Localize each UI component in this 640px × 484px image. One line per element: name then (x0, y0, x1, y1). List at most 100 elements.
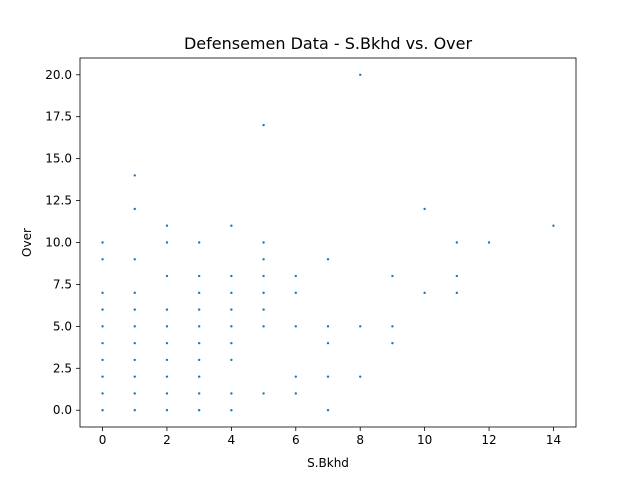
data-point (165, 224, 169, 227)
data-point (230, 224, 233, 227)
data-point (165, 392, 169, 395)
data-point (133, 358, 136, 362)
data-point (359, 375, 362, 378)
chart-title: Defensemen Data - S.Bkhd vs. Over (184, 34, 473, 53)
data-point (359, 325, 362, 328)
data-point (101, 291, 104, 295)
data-point (262, 325, 265, 328)
data-point (101, 308, 104, 311)
data-point (101, 325, 104, 328)
data-point (133, 308, 136, 311)
y-tick-label: 15.0 (45, 152, 72, 166)
data-point (294, 375, 297, 378)
x-tick-label: 4 (228, 433, 236, 447)
data-point (133, 291, 136, 295)
data-point (391, 341, 394, 345)
data-point (133, 207, 136, 211)
data-point (197, 325, 201, 328)
y-tick-label: 10.0 (45, 236, 72, 250)
data-point (165, 274, 169, 278)
data-point (487, 241, 491, 244)
data-point (294, 325, 297, 328)
data-point (101, 241, 104, 244)
data-point (294, 392, 297, 395)
data-point (101, 258, 104, 261)
x-axis-ticks: 0 2 4 6 8 10 12 14 (99, 427, 561, 447)
data-point (197, 358, 201, 362)
data-point (230, 308, 233, 311)
y-tick-label: 17.5 (45, 110, 72, 124)
data-point (294, 291, 297, 295)
data-point (326, 375, 330, 378)
data-point (552, 224, 555, 227)
data-point (423, 207, 426, 211)
data-point (165, 341, 169, 345)
data-point (133, 174, 136, 177)
data-point (101, 358, 104, 362)
data-point (326, 258, 330, 261)
data-point (101, 341, 104, 345)
data-point (262, 308, 265, 311)
data-point (197, 409, 201, 412)
x-tick-label: 0 (99, 433, 107, 447)
data-point (262, 123, 265, 127)
data-point (101, 409, 104, 412)
x-tick-label: 2 (163, 433, 171, 447)
data-point (230, 274, 233, 278)
data-point (455, 274, 459, 278)
plot-area (80, 58, 576, 427)
x-tick-label: 6 (292, 433, 300, 447)
data-point (133, 325, 136, 328)
data-point (230, 291, 233, 295)
data-point (455, 241, 459, 244)
data-point (197, 308, 201, 311)
data-point (197, 291, 201, 295)
data-point (230, 392, 233, 395)
y-tick-label: 7.5 (53, 277, 72, 291)
data-point (101, 375, 104, 378)
data-point (359, 73, 362, 76)
data-point (391, 274, 394, 278)
y-tick-label: 20.0 (45, 68, 72, 82)
data-point (391, 325, 394, 328)
data-point (165, 325, 169, 328)
data-point (133, 392, 136, 395)
x-axis-label: S.Bkhd (307, 456, 349, 470)
data-point (230, 358, 233, 362)
data-point (262, 241, 265, 244)
data-point (165, 358, 169, 362)
data-point (133, 341, 136, 345)
data-point (165, 375, 169, 378)
y-axis-ticks: 0.0 2.5 5.0 7.5 10.0 12.5 15.0 17.5 20.0 (45, 68, 80, 417)
y-tick-label: 0.0 (53, 403, 72, 417)
data-point (197, 241, 201, 244)
data-point (101, 392, 104, 395)
y-tick-label: 12.5 (45, 194, 72, 208)
data-point (197, 341, 201, 345)
data-point (262, 392, 265, 395)
data-point (133, 258, 136, 261)
x-tick-label: 8 (356, 433, 364, 447)
data-point (165, 241, 169, 244)
data-point (165, 308, 169, 311)
data-point (262, 274, 265, 278)
y-tick-label: 2.5 (53, 361, 72, 375)
data-point (133, 409, 136, 412)
data-point (423, 291, 426, 295)
x-tick-label: 12 (481, 433, 496, 447)
data-point (326, 409, 330, 412)
data-point (165, 409, 169, 412)
data-point (230, 341, 233, 345)
x-tick-label: 10 (417, 433, 432, 447)
data-point (326, 341, 330, 345)
data-point (197, 274, 201, 278)
data-point (294, 274, 297, 278)
data-point (133, 375, 136, 378)
data-point (326, 325, 330, 328)
data-point (197, 375, 201, 378)
data-point (455, 291, 459, 295)
data-point (262, 258, 265, 261)
y-tick-label: 5.0 (53, 319, 72, 333)
